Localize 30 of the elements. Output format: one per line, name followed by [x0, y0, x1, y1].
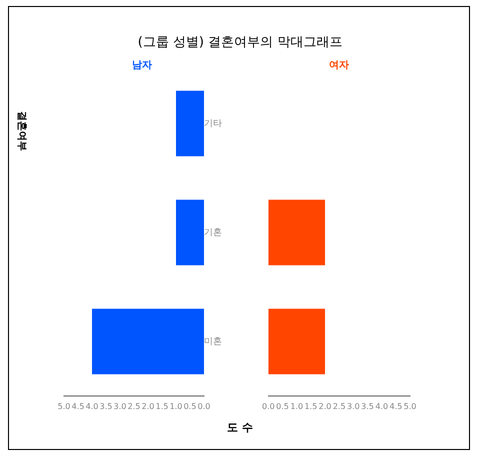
x-tick-label: 2.5 [128, 402, 140, 411]
y-tick-label: 미혼 [204, 336, 222, 347]
x-tick-label: 1.0 [170, 402, 182, 411]
x-tick-label: 0.0 [262, 402, 275, 411]
x-tick-label: 2.0 [142, 402, 154, 411]
x-tick-label: 4.0 [86, 402, 98, 411]
y-tick-label: 기혼 [204, 228, 222, 238]
x-tick-label: 4.5 [389, 402, 402, 411]
x-tick-label: 3.5 [361, 402, 374, 411]
x-tick-label: 3.5 [100, 402, 112, 411]
x-tick-label: 0.5 [184, 402, 196, 411]
x-axis-title: 도 수 [226, 420, 254, 435]
x-tick-label: 4.5 [72, 402, 84, 411]
text: 남자 [131, 59, 153, 72]
x-tick-label: 0.0 [198, 402, 210, 411]
x-tick-label: 2.5 [332, 402, 346, 411]
x-tick-label: 1.5 [304, 402, 318, 411]
x-tick-label: 3.0 [346, 402, 360, 411]
x-tick-label: 0.5 [276, 402, 289, 411]
x-tick-label: 5.0 [404, 402, 416, 411]
x-tick-label: 3.0 [114, 402, 126, 411]
x-tick-label: 4.0 [375, 402, 388, 411]
text: (그룹 성별) 결혼여부의 막대그래프 [136, 34, 344, 51]
x-tick-label: 2.0 [318, 402, 332, 411]
x-tick-label: 1.0 [290, 402, 304, 411]
text: 여자 [328, 59, 350, 72]
x-tick-label: 1.5 [156, 402, 168, 411]
x-tick-label: 5.0 [58, 402, 70, 411]
y-axis-title: 결혼여부 [15, 110, 28, 153]
y-tick-label: 기타 [204, 118, 222, 129]
